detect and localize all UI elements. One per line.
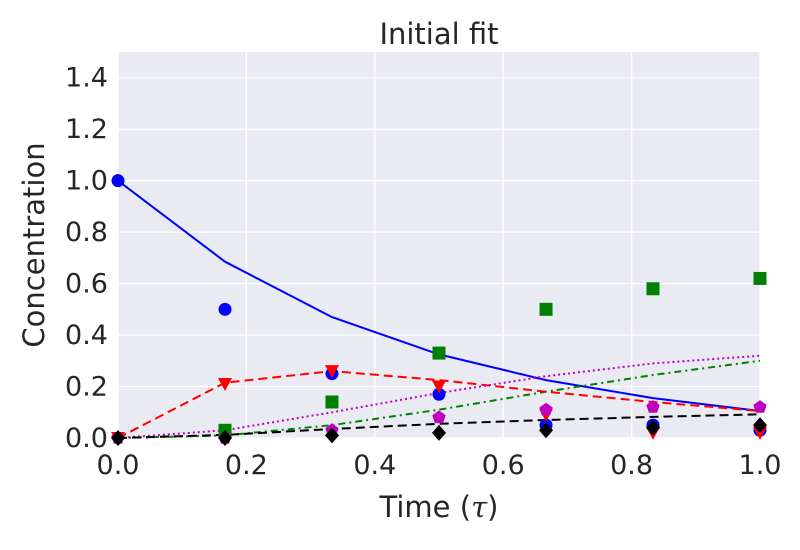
data-point-magenta xyxy=(432,410,446,424)
y-tick-label: 0.4 xyxy=(65,320,108,351)
chart-title: Initial fit xyxy=(379,17,498,51)
x-axis-label-close: ) xyxy=(487,490,498,524)
y-tick-labels: 0.0 0.2 0.4 0.6 0.8 1.0 1.2 1.4 xyxy=(65,63,108,454)
observed-markers xyxy=(111,174,767,446)
x-tick-labels: 0.0 0.2 0.4 0.6 0.8 1.0 xyxy=(97,450,782,481)
x-tick-label: 1.0 xyxy=(739,450,782,481)
data-point-black xyxy=(646,419,660,436)
y-tick-label: 1.4 xyxy=(65,63,108,94)
x-axis-label-symbol: τ xyxy=(471,490,488,524)
y-tick-label: 0.6 xyxy=(65,269,108,300)
plot-area xyxy=(118,52,760,438)
data-point-green xyxy=(325,395,339,409)
data-point-magenta xyxy=(539,402,553,416)
data-point-black xyxy=(325,427,339,444)
y-axis-label: Concentration xyxy=(17,142,51,347)
data-point-green xyxy=(753,271,767,285)
fit-line-magenta xyxy=(117,354,761,439)
data-point-magenta xyxy=(646,400,660,413)
y-tick-label: 0.0 xyxy=(65,423,108,454)
y-tick-label: 1.0 xyxy=(65,166,108,197)
data-point-black xyxy=(218,430,232,446)
data-point-blue xyxy=(218,302,232,316)
data-point-black xyxy=(432,424,446,441)
x-axis-label: Time (τ) xyxy=(379,490,499,524)
data-point-blue xyxy=(432,387,446,401)
x-tick-label: 0.6 xyxy=(482,450,525,481)
y-tick-label: 0.2 xyxy=(65,372,108,403)
data-point-magenta xyxy=(753,400,767,413)
data-point-green xyxy=(646,282,660,296)
data-point-green xyxy=(432,346,446,360)
y-tick-label: 1.2 xyxy=(65,114,108,145)
y-tick-label: 0.8 xyxy=(65,217,108,248)
data-point-red xyxy=(432,380,446,394)
data-point-green xyxy=(539,302,553,316)
data-point-black xyxy=(111,430,125,446)
x-tick-label: 0.2 xyxy=(225,450,268,481)
x-tick-label: 0.0 xyxy=(97,450,140,481)
data-point-red xyxy=(753,426,767,440)
data-point-red xyxy=(218,378,232,391)
fit-line-black xyxy=(117,413,761,439)
data-point-blue xyxy=(111,174,125,188)
x-tick-label: 0.8 xyxy=(610,450,653,481)
x-axis-label-text: Time ( xyxy=(379,490,472,524)
data-point-red xyxy=(325,365,339,379)
data-point-black xyxy=(539,422,553,439)
x-tick-label: 0.4 xyxy=(353,450,396,481)
data-point-black xyxy=(753,417,767,434)
